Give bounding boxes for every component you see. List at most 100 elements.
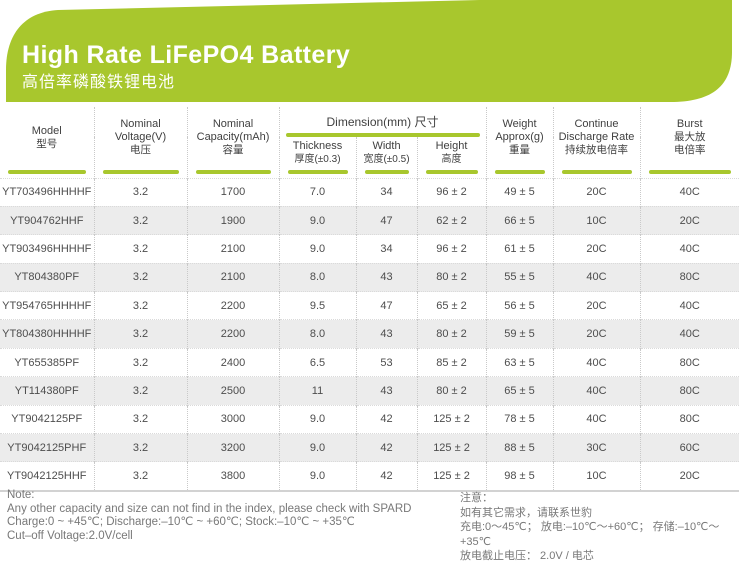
cell-thickness: 9.0 [278,205,356,235]
page-title: High Rate LiFePO4 Battery [22,41,351,69]
cell-thickness: 11 [278,376,356,406]
cell-voltage: 3.2 [93,291,187,320]
header-label-zh: 持续放电倍率 [565,144,628,157]
cell-discharge-rate: 20C [552,319,640,349]
cell-weight: 63 ± 5 [485,347,553,377]
cell-height: 80 ± 2 [416,262,486,292]
cell-width: 47 [355,205,417,235]
cell-weight: 65 ± 5 [485,376,553,406]
cell-burst: 80C [639,376,739,406]
cell-model: YT9042125PF [0,404,94,434]
cell-capacity: 1900 [186,205,279,235]
cell-height: 80 ± 2 [416,376,486,406]
table-row: YT903496HHHHF 3.2 2100 9.0 34 96 ± 2 61 ± 5 20C… [0,234,739,264]
cell-thickness: 9.0 [278,404,356,434]
cell-voltage: 3.2 [93,433,187,462]
table-body: YT703496HHHHF 3.2 1700 7.0 34 96 ± 2 49 ± 5 20C… [0,177,739,492]
cell-capacity: 3200 [186,433,279,462]
header-label-zh: 宽度(±0.5) [363,154,410,166]
cell-voltage: 3.2 [93,347,187,377]
cell-capacity: 1700 [186,177,279,207]
header-underline [8,169,86,174]
battery-spec-table: Model 型号 Nominal Voltage(V) 电压 Nominal [0,107,739,492]
note-chinese: 注意： 如有其它需求，请联系世豹 充电:0～45℃； 放电:–10℃～+60℃；… [460,491,735,564]
cell-height: 125 ± 2 [416,404,486,434]
cell-model: YT655385PF [0,347,94,377]
table-row: YT9042125HHF 3.2 3800 9.0 42 125 ± 2 98 ± 5 10C… [0,461,739,492]
cell-voltage: 3.2 [93,205,187,235]
header-underline [648,169,731,174]
note-line: Note: [7,489,35,501]
cell-width: 47 [355,291,417,320]
header-label-zh: 重量 [509,144,530,157]
cell-model: YT9042125PHF [0,433,94,462]
cell-width: 34 [355,177,417,207]
note-line: 如有其它需求，请联系世豹 [460,506,592,519]
header-label-zh: 高度 [441,154,462,166]
note-line: 放电截止电压： 2.0V / 电芯 [460,550,594,562]
cell-model: YT9042125HHF [0,461,94,492]
table-row: YT9042125PHF 3.2 3200 9.0 42 125 ± 2 88 ± 5 30C… [0,433,739,462]
cell-thickness: 9.0 [278,461,356,492]
header-label-en: Burst [676,118,703,131]
cell-weight: 55 ± 5 [485,262,553,292]
dimension-group-underline [285,133,480,137]
cell-width: 42 [355,461,417,492]
table-row: YT904762HHF 3.2 1900 9.0 47 62 ± 2 66 ± 5 10C 20… [0,205,739,235]
header-label-zh: 电倍率 [674,144,706,157]
col-header-model: Model 型号 [0,107,94,178]
cell-burst: 40C [639,234,739,264]
cell-discharge-rate: 40C [552,376,640,406]
cell-burst: 20C [639,205,739,235]
cell-model: YT903496HHHHF [0,234,94,264]
header-label-zh: 厚度(±0.3) [294,154,341,166]
header-label-en: Capacity(mAh) [196,131,270,144]
cell-weight: 88 ± 5 [485,433,553,462]
dimension-group-label: Dimension(mm) 尺寸 [326,115,439,129]
cell-model: YT804380HHHHF [0,319,94,349]
header-label-en: Nominal [120,118,161,131]
note-line: Cut–off Voltage:2.0V/cell [7,529,133,542]
banner-text: High Rate LiFePO4 Battery 高倍率磷酸铁锂电池 [22,42,350,92]
header-label-zh: 容量 [222,144,244,157]
col-header-dimension-group: Dimension(mm) 尺寸 [278,107,486,137]
header-label-en: Nominal [212,118,254,131]
cell-capacity: 2100 [186,234,279,264]
cell-voltage: 3.2 [93,319,187,349]
note-line: 注意： [460,492,493,504]
cell-height: 65 ± 2 [416,291,486,320]
cell-voltage: 3.2 [93,177,187,207]
cell-thickness: 9.5 [278,291,356,320]
header-label-en: Discharge Rate [558,131,635,144]
cell-height: 96 ± 2 [416,177,486,207]
cell-voltage: 3.2 [93,376,187,406]
header-underline [287,169,348,174]
header-label-zh: 型号 [36,137,58,150]
note-english: Note: Any other capacity and size can no… [7,489,447,543]
cell-height: 62 ± 2 [416,205,486,235]
cell-height: 80 ± 2 [416,319,486,349]
cell-weight: 66 ± 5 [485,205,553,235]
note-line: Charge:0 ~ +45℃; Discharge:–10℃ ~ +60℃; … [7,516,355,528]
cell-voltage: 3.2 [93,262,187,292]
table-row: YT703496HHHHF 3.2 1700 7.0 34 96 ± 2 49 ± 5 20C… [0,177,739,207]
header-label-zh: 最大放 [674,131,706,144]
header-underline [364,169,409,174]
col-header-thickness: Thickness 厚度(±0.3) [278,137,356,178]
cell-width: 43 [355,319,417,349]
cell-weight: 61 ± 5 [485,234,553,264]
cell-weight: 49 ± 5 [485,177,553,207]
cell-burst: 40C [639,177,739,207]
cell-discharge-rate: 40C [552,404,640,434]
cell-weight: 78 ± 5 [485,404,553,434]
cell-capacity: 2500 [186,376,279,406]
cell-weight: 56 ± 5 [485,291,553,320]
header-label-en: Height [435,140,468,153]
header-row-top: Model 型号 Nominal Voltage(V) 电压 Nominal [0,107,739,178]
cell-capacity: 2400 [186,347,279,377]
table-header: Model 型号 Nominal Voltage(V) 电压 Nominal [0,107,739,178]
cell-discharge-rate: 10C [552,461,640,492]
cell-width: 34 [355,234,417,264]
note-line: Any other capacity and size can not find… [7,502,412,515]
